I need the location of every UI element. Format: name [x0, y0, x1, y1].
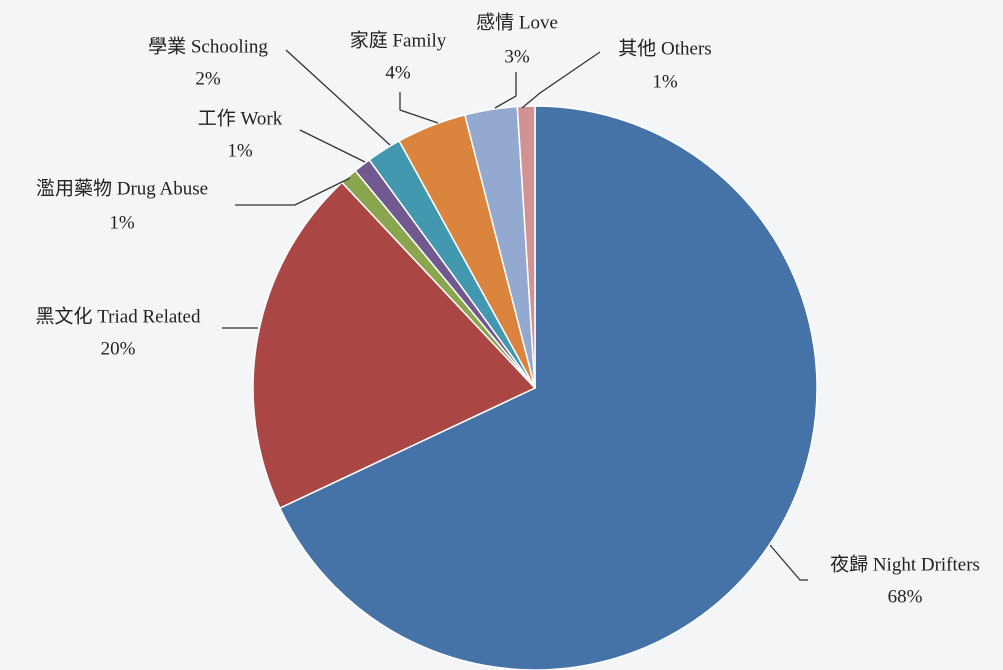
slice-label: 學業 Schooling: [148, 35, 268, 57]
leader-line: [235, 177, 351, 206]
slice-value-label: 2%: [195, 68, 221, 89]
slice-label: 夜歸 Night Drifters: [830, 553, 980, 575]
slice-label: 其他 Others: [618, 37, 711, 59]
slice-value-label: 4%: [385, 62, 411, 83]
leader-line: [399, 92, 439, 124]
slice-label: 工作 Work: [198, 107, 283, 129]
leader-line: [299, 129, 366, 163]
leader-line: [285, 49, 391, 146]
slice-value-label: 1%: [227, 140, 253, 161]
slice-value-label: 3%: [504, 46, 530, 67]
slice-value-label: 1%: [109, 212, 135, 233]
slice-label: 感情 Love: [476, 11, 558, 33]
slice-value-label: 68%: [888, 586, 923, 607]
pie-slice: [278, 105, 818, 670]
slice-label: 家庭 Family: [350, 29, 447, 51]
slice-label: 濫用藥物 Drug Abuse: [36, 177, 208, 199]
slice-value-label: 1%: [652, 71, 678, 92]
leader-line: [521, 51, 601, 109]
leader-line: [769, 544, 808, 581]
pie-slice: [516, 105, 536, 389]
slice-value-label: 20%: [101, 338, 136, 359]
leader-line: [494, 72, 517, 109]
pie-slice: [252, 181, 537, 510]
slice-label: 黑文化 Triad Related: [35, 305, 201, 327]
